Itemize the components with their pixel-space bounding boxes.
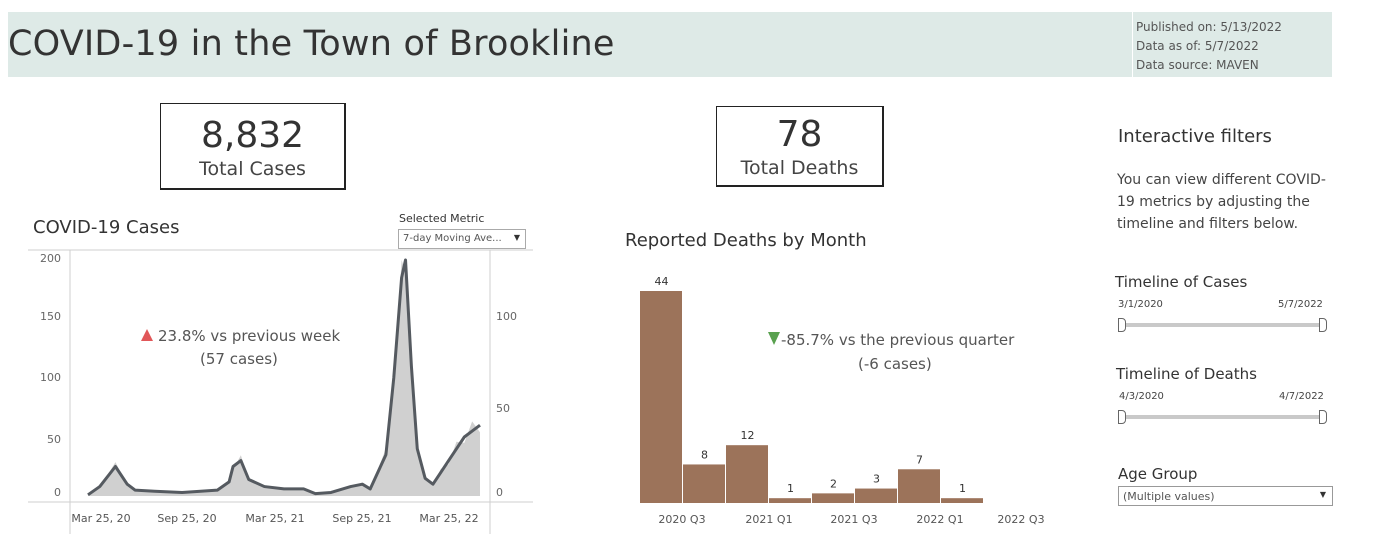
deaths-timeline-label: Timeline of Deaths bbox=[1116, 365, 1257, 383]
cases-moving-average-line bbox=[87, 258, 481, 497]
cases-left-tick: 200 bbox=[40, 252, 61, 265]
cases-annotation-line2: (57 cases) bbox=[200, 350, 278, 368]
deaths-bar[interactable] bbox=[898, 469, 940, 503]
cases-right-tick: 100 bbox=[496, 310, 517, 323]
chevron-down-icon: ▼ bbox=[513, 233, 520, 242]
data-source: Data source: MAVEN bbox=[1136, 58, 1259, 72]
cases-chart-title: COVID-19 Cases bbox=[33, 217, 180, 238]
cases-left-tick: 50 bbox=[47, 433, 61, 446]
cases-x-tick: Mar 25, 20 bbox=[71, 512, 130, 525]
cases-timeline-start-handle[interactable] bbox=[1118, 318, 1126, 332]
deaths-bar[interactable] bbox=[726, 445, 768, 503]
deaths-bar-label: 1 bbox=[787, 482, 794, 495]
deaths-x-tick: 2022 Q3 bbox=[997, 513, 1044, 526]
dashboard-header: COVID-19 in the Town of Brookline Publis… bbox=[8, 12, 1332, 77]
deaths-chart-title: Reported Deaths by Month bbox=[625, 230, 867, 251]
deaths-timeline-start: 4/3/2020 bbox=[1119, 391, 1164, 402]
cases-ticks: 200 150 100 50 0 100 50 0 Mar 25, 20 Sep 25, 20 Ma… bbox=[40, 252, 517, 525]
total-deaths-label: Total Deaths bbox=[740, 157, 859, 179]
deaths-bar-label: 7 bbox=[916, 453, 923, 466]
filters-description: You can view different COVID-19 metrics … bbox=[1117, 172, 1326, 232]
up-triangle-icon bbox=[141, 329, 153, 341]
age-group-value: (Multiple values) bbox=[1123, 490, 1215, 503]
cases-x-tick: Sep 25, 20 bbox=[157, 512, 216, 525]
cases-timeline-label: Timeline of Cases bbox=[1115, 273, 1248, 291]
deaths-timeline-end: 4/7/2022 bbox=[1279, 391, 1324, 402]
total-cases-value: 8,832 bbox=[200, 115, 305, 156]
deaths-bar-label: 12 bbox=[741, 429, 755, 442]
deaths-bar-label: 1 bbox=[959, 482, 966, 495]
page-title: COVID-19 in the Town of Brookline bbox=[8, 24, 615, 64]
total-cases-kpi: 8,832 Total Cases bbox=[160, 103, 346, 190]
deaths-timeline-start-handle[interactable] bbox=[1118, 410, 1126, 424]
cases-x-tick: Sep 25, 21 bbox=[332, 512, 391, 525]
cases-annotation-line1: 23.8% vs previous week bbox=[158, 327, 341, 345]
total-deaths-value: 78 bbox=[776, 114, 823, 155]
deaths-bar-label: 8 bbox=[701, 448, 708, 461]
cases-axes bbox=[28, 249, 533, 534]
deaths-x-ticks: 2020 Q3 2021 Q1 2021 Q3 2022 Q1 2022 Q3 bbox=[658, 513, 1044, 526]
deaths-bar[interactable] bbox=[640, 291, 682, 503]
deaths-x-tick: 2022 Q1 bbox=[916, 513, 963, 526]
published-date: Published on: 5/13/2022 bbox=[1136, 20, 1282, 34]
age-group-dropdown[interactable]: (Multiple values) ▼ bbox=[1118, 486, 1333, 506]
deaths-annotation-line2: (-6 cases) bbox=[858, 355, 932, 373]
cases-x-tick: Mar 25, 21 bbox=[245, 512, 304, 525]
deaths-x-tick: 2020 Q3 bbox=[658, 513, 705, 526]
deaths-bar[interactable] bbox=[812, 493, 854, 503]
deaths-bar-label: 44 bbox=[655, 275, 669, 288]
deaths-timeline-end-handle[interactable] bbox=[1319, 410, 1327, 424]
cases-timeline-end-handle[interactable] bbox=[1319, 318, 1327, 332]
deaths-bar[interactable] bbox=[941, 498, 983, 503]
total-cases-label: Total Cases bbox=[199, 158, 306, 180]
chevron-down-icon: ▼ bbox=[1319, 490, 1326, 499]
cases-left-tick: 0 bbox=[54, 486, 61, 499]
cases-right-tick: 50 bbox=[496, 402, 510, 415]
cases-left-tick: 100 bbox=[40, 371, 61, 384]
cases-chart[interactable]: 200 150 100 50 0 100 50 0 Mar 25, 20 Sep 25, 20 Ma… bbox=[28, 248, 533, 538]
cases-timeline-slider[interactable] bbox=[1122, 323, 1324, 327]
total-deaths-kpi: 78 Total Deaths bbox=[716, 106, 884, 187]
deaths-bar[interactable] bbox=[683, 464, 725, 503]
selected-metric-dropdown[interactable]: 7-day Moving Ave... ▼ bbox=[398, 229, 526, 249]
deaths-timeline-slider[interactable] bbox=[1122, 415, 1324, 419]
age-group-label: Age Group bbox=[1118, 465, 1198, 483]
data-as-of: Data as of: 5/7/2022 bbox=[1136, 39, 1259, 53]
deaths-bar-label: 2 bbox=[830, 477, 837, 490]
deaths-bar[interactable] bbox=[855, 488, 897, 503]
deaths-annotation-line1: -85.7% vs the previous quarter bbox=[781, 331, 1015, 349]
cases-left-tick: 150 bbox=[40, 310, 61, 323]
filters-title: Interactive filters bbox=[1118, 126, 1272, 147]
header-meta: Published on: 5/13/2022 Data as of: 5/7/… bbox=[1136, 18, 1282, 75]
cases-x-tick: Mar 25, 22 bbox=[419, 512, 478, 525]
cases-timeline-start: 3/1/2020 bbox=[1118, 299, 1163, 310]
deaths-bar-label: 3 bbox=[873, 473, 880, 486]
selected-metric-value: 7-day Moving Ave... bbox=[403, 233, 502, 244]
selected-metric-label: Selected Metric bbox=[399, 212, 485, 225]
deaths-bar[interactable] bbox=[769, 498, 811, 503]
down-triangle-icon bbox=[768, 332, 780, 345]
deaths-x-tick: 2021 Q1 bbox=[745, 513, 792, 526]
cases-right-tick: 0 bbox=[496, 486, 503, 499]
deaths-x-tick: 2021 Q3 bbox=[830, 513, 877, 526]
cases-timeline-end: 5/7/2022 bbox=[1278, 299, 1323, 310]
header-divider bbox=[1132, 12, 1133, 77]
